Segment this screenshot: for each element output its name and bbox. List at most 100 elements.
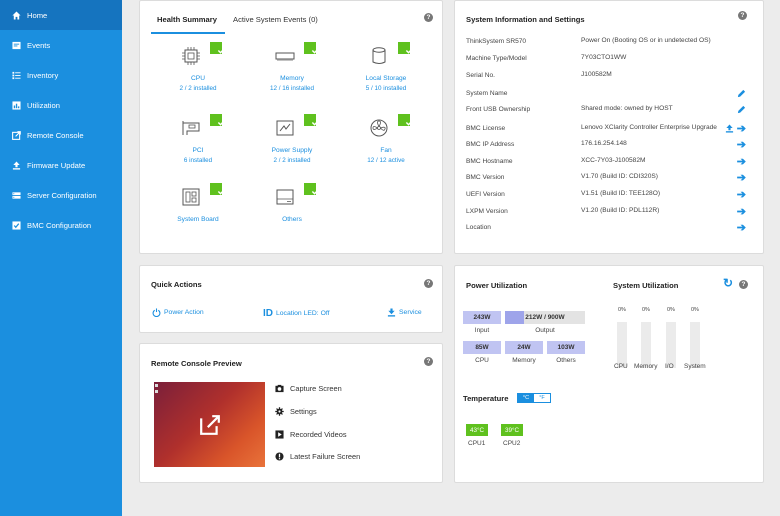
- power-output-box: 212W / 900W: [505, 311, 585, 324]
- sidebar-item-bmc-configuration[interactable]: BMC Configuration: [0, 210, 122, 240]
- id-icon: ID: [263, 308, 273, 319]
- sidebar-item-utilization[interactable]: Utilization: [0, 90, 122, 120]
- sysinfo-row: Serial No. J100582M: [466, 71, 612, 79]
- sysinfo-row: UEFI Version V1.51 (Build ID: TEE128O) ➔: [466, 188, 746, 201]
- recorded-videos-link[interactable]: Recorded Videos: [275, 430, 347, 439]
- memory-icon: [275, 52, 295, 61]
- open-external-icon[interactable]: [199, 414, 221, 436]
- power-output-value: 212W / 900W: [525, 314, 565, 321]
- capture-screen-link[interactable]: Capture Screen: [275, 384, 342, 393]
- settings-link[interactable]: Settings: [275, 407, 317, 416]
- sysinfo-row: ThinkSystem SR570 Power On (Booting OS or…: [466, 37, 711, 45]
- cpu-util-bar: [617, 322, 627, 368]
- power-memory-label: Memory: [512, 357, 536, 364]
- health-item-value: 2 / 2 installed: [179, 85, 217, 92]
- cpu1-temp-label: CPU1: [468, 440, 486, 447]
- server-icon: [11, 190, 21, 200]
- system-info-card: System Information and Settings ? ThinkS…: [454, 0, 764, 254]
- gear-icon: [275, 407, 284, 416]
- console-preview-image[interactable]: [154, 382, 265, 467]
- cpu2-temp-box: 39°C: [501, 424, 523, 436]
- memory-util-bar: [641, 322, 651, 368]
- health-item-cpu[interactable]: CPU 2 / 2 installed: [143, 42, 253, 92]
- arrow-right-icon[interactable]: ➔: [736, 138, 746, 151]
- arrow-right-icon[interactable]: ➔: [736, 122, 746, 135]
- arrow-right-icon[interactable]: ➔: [736, 188, 746, 201]
- power-supply-icon: [276, 120, 294, 136]
- desktop-icon-strip: [155, 384, 158, 464]
- others-icon: [276, 189, 294, 205]
- sidebar-item-home[interactable]: Home: [0, 0, 122, 30]
- health-item-value: 2 / 2 installed: [273, 157, 311, 164]
- remote-console-icon: [11, 130, 21, 140]
- service-button[interactable]: Service: [387, 308, 422, 317]
- bmc-icon: [11, 220, 21, 230]
- help-icon[interactable]: ?: [424, 279, 433, 288]
- help-icon[interactable]: ?: [424, 13, 433, 22]
- health-item-value: 5 / 10 installed: [365, 85, 407, 92]
- latest-failure-screen-link[interactable]: Latest Failure Screen: [275, 452, 360, 461]
- sidebar-item-server-configuration[interactable]: Server Configuration: [0, 180, 122, 210]
- health-item-memory[interactable]: Memory 12 / 16 installed: [237, 42, 347, 92]
- edit-icon[interactable]: [737, 89, 746, 98]
- health-item-system-board[interactable]: System Board: [143, 183, 253, 223]
- sidebar-item-firmware-update[interactable]: Firmware Update: [0, 150, 122, 180]
- system-util-label: System: [684, 363, 706, 370]
- sidebar-item-label: Firmware Update: [27, 160, 86, 170]
- arrow-right-icon[interactable]: ➔: [736, 155, 746, 168]
- arrow-right-icon[interactable]: ➔: [736, 221, 746, 234]
- edit-icon[interactable]: [737, 105, 746, 114]
- sidebar-item-events[interactable]: Events: [0, 30, 122, 60]
- io-util-label: I/O: [665, 363, 674, 370]
- location-led-button[interactable]: ID Location LED: Off: [263, 308, 330, 319]
- power-action-button[interactable]: Power Action: [152, 308, 204, 317]
- power-utilization-title: Power Utilization: [466, 281, 528, 290]
- system-utilization-title: System Utilization: [613, 281, 679, 290]
- system-util-bar: [690, 322, 700, 368]
- inventory-icon: [11, 70, 21, 80]
- sidebar: Home Events Inventory Utilization Remote…: [0, 0, 122, 516]
- health-item-power-supply[interactable]: Power Supply 2 / 2 installed: [237, 114, 347, 164]
- utilization-icon: [11, 100, 21, 110]
- refresh-icon[interactable]: ↻: [723, 276, 734, 290]
- power-cpu-box: 85W: [463, 341, 501, 354]
- pci-icon: [182, 121, 200, 135]
- health-item-name: Power Supply: [271, 147, 313, 154]
- arrow-right-icon[interactable]: ➔: [736, 205, 746, 218]
- cpu-icon: [182, 47, 200, 65]
- tab-health-summary[interactable]: Health Summary: [157, 15, 217, 24]
- check-icon: [210, 114, 226, 126]
- active-tab-underline: [151, 32, 225, 34]
- health-item-name: CPU: [191, 75, 205, 82]
- sidebar-item-remote-console[interactable]: Remote Console: [0, 120, 122, 150]
- check-icon: [398, 42, 414, 54]
- check-icon: [210, 42, 226, 54]
- help-icon[interactable]: ?: [738, 11, 747, 20]
- health-item-local-storage[interactable]: Local Storage 5 / 10 installed: [331, 42, 441, 92]
- health-item-name: Fan: [380, 147, 392, 154]
- sysinfo-row: BMC Hostname XCC-7Y03-J100582M ➔: [466, 155, 746, 168]
- help-icon[interactable]: ?: [424, 357, 433, 366]
- sidebar-item-inventory[interactable]: Inventory: [0, 60, 122, 90]
- power-others-box: 103W: [547, 341, 585, 354]
- unit-celsius-button[interactable]: °C: [518, 394, 534, 402]
- sidebar-item-label: Inventory: [27, 70, 59, 80]
- power-icon: [152, 308, 161, 317]
- utilization-card: Power Utilization System Utilization ↻ ?: [454, 265, 764, 483]
- tab-active-system-events[interactable]: Active System Events (0): [233, 15, 318, 24]
- power-input-label: Input: [474, 327, 490, 334]
- health-item-others[interactable]: Others: [237, 183, 347, 223]
- health-item-fan[interactable]: Fan 12 / 12 active: [331, 114, 441, 164]
- health-item-value: 12 / 16 installed: [269, 85, 315, 92]
- home-icon: [11, 10, 21, 20]
- sidebar-item-label: Events: [27, 40, 51, 50]
- unit-fahrenheit-button[interactable]: °F: [539, 395, 545, 401]
- help-icon[interactable]: ?: [739, 280, 748, 289]
- upload-icon[interactable]: [725, 123, 734, 133]
- remote-console-card: Remote Console Preview ? Capture Screen …: [139, 343, 443, 483]
- power-others-label: Others: [556, 357, 576, 364]
- health-item-pci[interactable]: PCI 6 installed: [143, 114, 253, 164]
- arrow-right-icon[interactable]: ➔: [736, 171, 746, 184]
- events-icon: [11, 40, 21, 50]
- check-icon: [304, 42, 320, 54]
